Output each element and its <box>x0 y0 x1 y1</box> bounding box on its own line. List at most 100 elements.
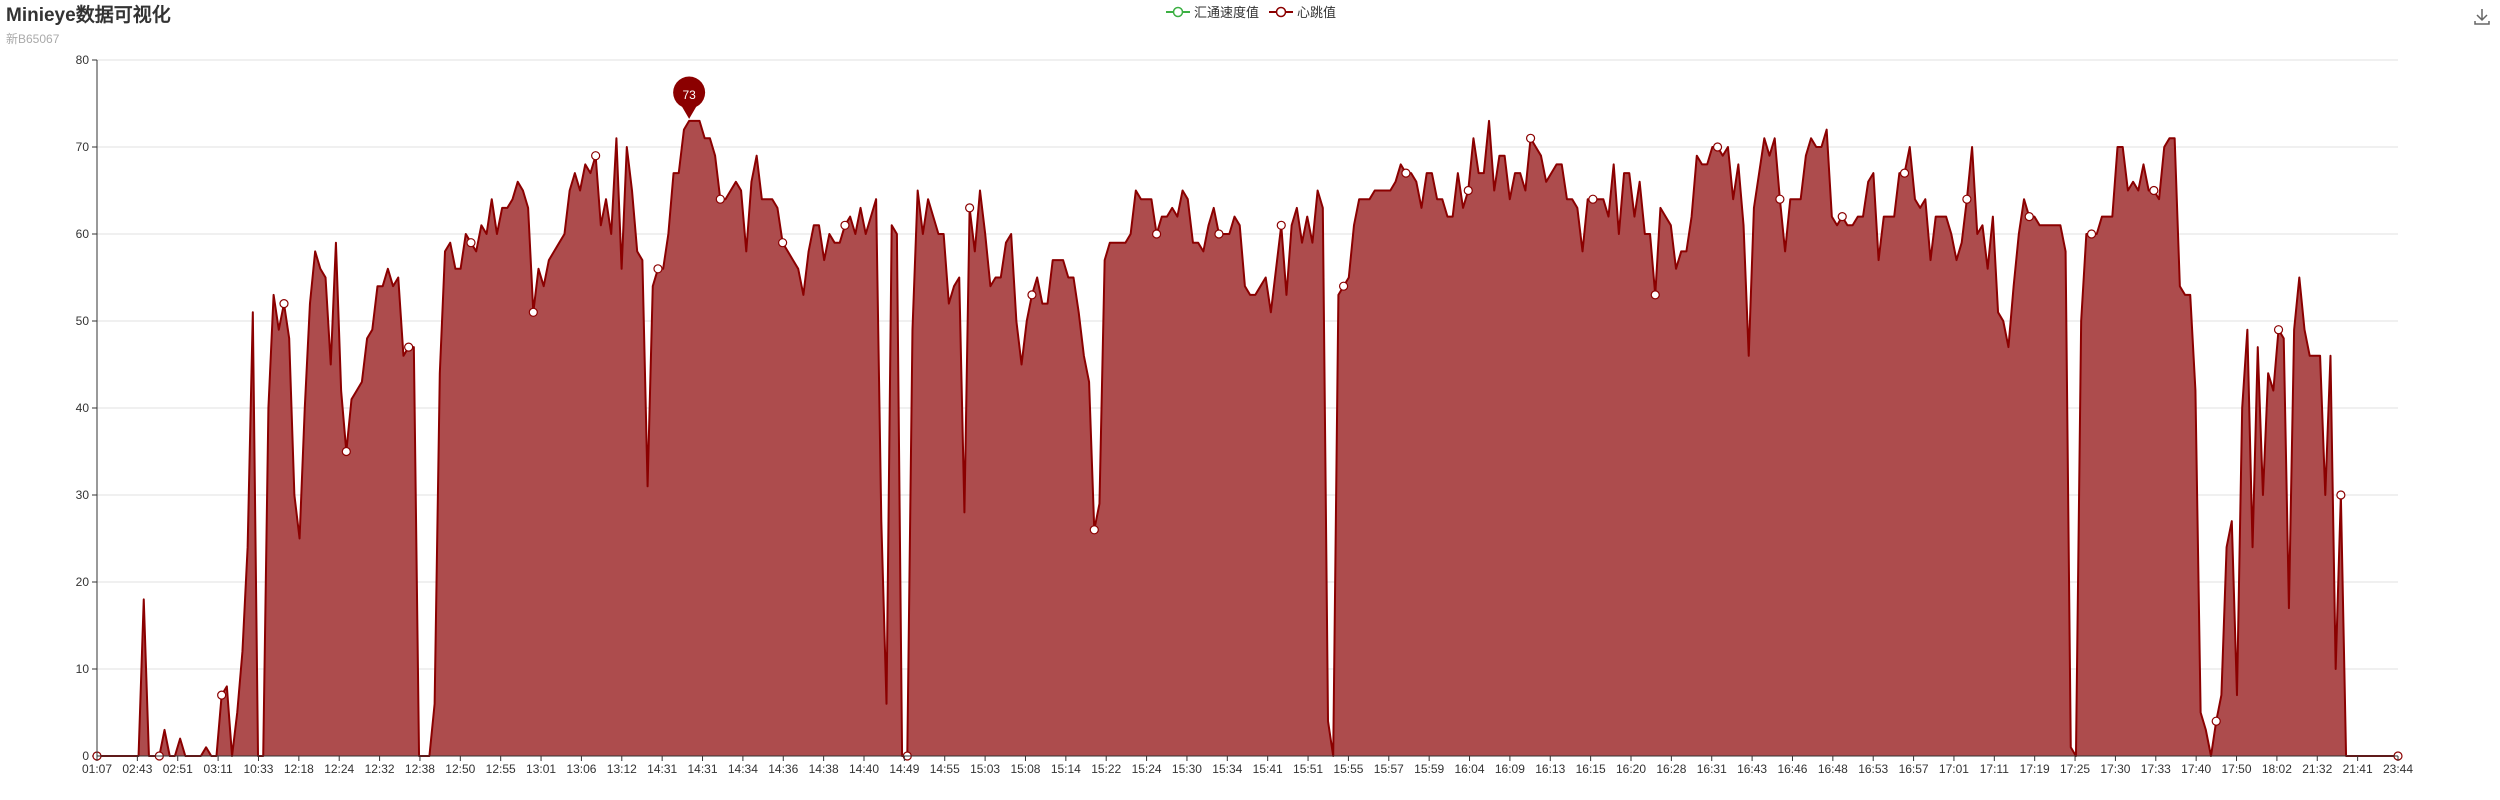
x-tick-label: 17:40 <box>2181 762 2211 776</box>
x-tick-label: 17:01 <box>1939 762 1969 776</box>
data-point <box>1463 185 1473 196</box>
data-point <box>1401 168 1411 178</box>
x-tick-label: 16:53 <box>1858 762 1888 776</box>
data-point <box>528 307 538 317</box>
data-point <box>1338 281 1349 291</box>
y-tick-label: 80 <box>76 53 90 67</box>
max-pin-shape <box>673 76 706 119</box>
data-point <box>1775 194 1785 204</box>
page-subtitle: 新B65067 <box>6 32 60 46</box>
data-point <box>2273 325 2284 335</box>
chart-legend: 汇通速度值 心跳值 <box>1166 2 1336 21</box>
y-tick-label: 70 <box>76 140 90 154</box>
x-tick-label: 16:46 <box>1777 762 1807 776</box>
data-point <box>715 194 725 204</box>
data-point <box>2336 490 2346 500</box>
x-tick-label: 14:34 <box>728 762 758 776</box>
x-tick-label: 16:13 <box>1535 762 1565 776</box>
data-point <box>1089 525 1099 535</box>
x-tick-label: 16:09 <box>1495 762 1525 776</box>
x-tick-label: 15:30 <box>1172 762 1202 776</box>
y-tick-label: 0 <box>82 749 89 763</box>
x-tick-label: 14:31 <box>688 762 718 776</box>
legend-item-heart[interactable]: 心跳值 <box>1269 2 1336 21</box>
y-tick-label: 40 <box>76 401 90 415</box>
x-tick-label: 12:18 <box>284 762 314 776</box>
x-tick-label: 12:24 <box>324 762 354 776</box>
data-point <box>1152 229 1162 239</box>
data-point <box>1027 290 1037 300</box>
x-tick-label: 15:41 <box>1253 762 1283 776</box>
x-tick-label: 21:41 <box>2343 762 2373 776</box>
data-point <box>1837 212 1847 222</box>
data-point <box>2211 716 2221 726</box>
data-point <box>1214 229 1224 239</box>
x-tick-label: 15:22 <box>1091 762 1121 776</box>
legend-speed-label: 汇通速度值 <box>1194 5 1260 20</box>
legend-item-speed[interactable]: 汇通速度值 <box>1166 2 1259 21</box>
y-tick-label: 10 <box>76 662 90 676</box>
x-tick-label: 15:34 <box>1212 762 1242 776</box>
x-tick-label: 17:30 <box>2100 762 2130 776</box>
data-point <box>840 220 850 230</box>
data-point <box>1588 194 1598 204</box>
x-tick-label: 15:03 <box>970 762 1000 776</box>
data-point <box>404 342 414 352</box>
data-point <box>466 238 476 248</box>
y-tick-label: 20 <box>76 575 90 589</box>
x-tick-label: 21:32 <box>2302 762 2332 776</box>
legend-heart-symbol <box>1269 6 1294 17</box>
x-tick-label: 16:57 <box>1899 762 1929 776</box>
x-tick-label: 17:11 <box>1980 762 2009 776</box>
x-tick-label: 13:01 <box>526 762 556 776</box>
x-tick-label: 15:57 <box>1374 762 1404 776</box>
data-point <box>965 203 975 213</box>
x-tick-label: 02:51 <box>163 762 193 776</box>
x-tick-label: 13:12 <box>607 762 637 776</box>
x-tick-label: 16:31 <box>1697 762 1727 776</box>
x-tick-label: 15:24 <box>1132 762 1162 776</box>
data-point <box>2149 185 2159 196</box>
y-tick-label: 30 <box>76 488 90 502</box>
x-tick-label: 16:04 <box>1455 762 1485 776</box>
x-tick-label: 15:51 <box>1293 762 1323 776</box>
x-tick-label: 12:38 <box>405 762 435 776</box>
x-tick-label: 15:14 <box>1051 762 1081 776</box>
download-icon[interactable] <box>2472 6 2492 26</box>
x-tick-label: 16:28 <box>1656 762 1686 776</box>
x-tick-label: 14:36 <box>768 762 798 776</box>
x-tick-label: 02:43 <box>122 762 152 776</box>
data-point <box>1650 290 1660 300</box>
x-tick-label: 13:06 <box>566 762 596 776</box>
data-point <box>1962 194 1972 204</box>
y-tick-label: 50 <box>76 314 90 328</box>
data-point <box>1525 133 1536 143</box>
legend-speed-symbol <box>1166 6 1190 17</box>
x-tick-label: 17:19 <box>2020 762 2050 776</box>
y-tick-label: 60 <box>76 227 90 241</box>
data-point <box>2024 212 2034 222</box>
x-tick-label: 23:44 <box>2383 762 2413 776</box>
series-area-heart <box>97 120 2398 756</box>
x-tick-label: 12:50 <box>445 762 475 776</box>
x-tick-label: 15:59 <box>1414 762 1444 776</box>
series-line-heart <box>97 119 2398 757</box>
x-tick-label: 14:31 <box>647 762 677 776</box>
x-tick-label: 14:55 <box>930 762 960 776</box>
data-point <box>653 264 663 274</box>
data-point <box>217 690 227 700</box>
x-tick-label: 17:50 <box>2222 762 2252 776</box>
x-tick-label: 16:20 <box>1616 762 1646 776</box>
max-pin-marker: 73 <box>673 76 706 119</box>
x-tick-label: 01:07 <box>82 762 112 776</box>
x-tick-label: 16:48 <box>1818 762 1848 776</box>
x-tick-label: 12:55 <box>486 762 516 776</box>
x-tick-label: 10:33 <box>243 762 273 776</box>
x-tick-label: 15:08 <box>1010 762 1040 776</box>
x-tick-label: 14:40 <box>849 762 879 776</box>
x-tick-label: 16:15 <box>1576 762 1606 776</box>
x-tick-label: 17:25 <box>2060 762 2090 776</box>
x-tick-label: 14:49 <box>889 762 919 776</box>
x-tick-label: 16:43 <box>1737 762 1767 776</box>
